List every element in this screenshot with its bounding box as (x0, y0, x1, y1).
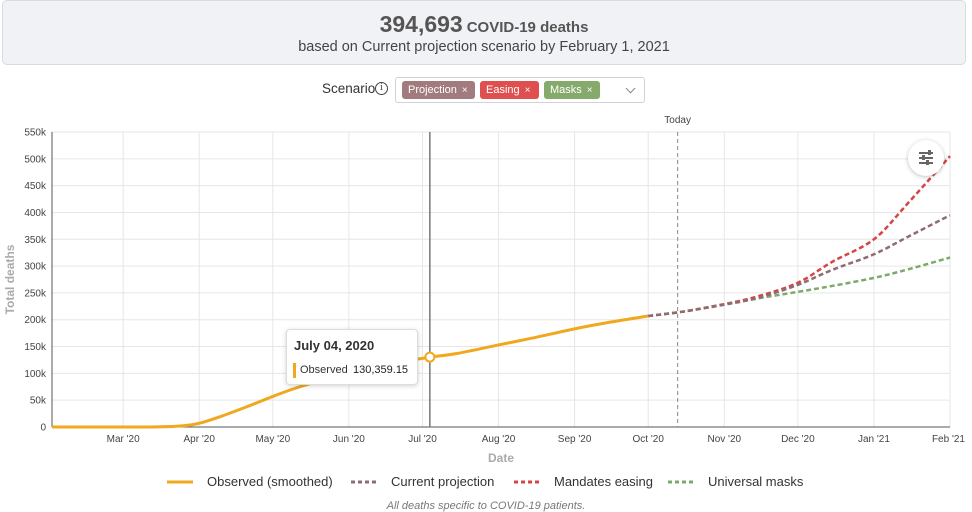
y-axis: 0 50k 100k 150k 200k 250k 300k 350k 400k 450k 500k… (24, 128, 47, 434)
info-icon[interactable]: i (375, 82, 388, 95)
series-line-current-projection (648, 214, 951, 318)
tooltip-value: 130,359.15 (353, 364, 409, 376)
x-tick-label: Jan '21 (858, 434, 890, 445)
y-tick-label: 450k (24, 181, 47, 192)
today-label: Today (664, 115, 691, 126)
chart-settings-button[interactable] (908, 140, 944, 176)
y-tick-label: 0 (40, 423, 46, 434)
y-tick-label: 150k (24, 342, 47, 353)
chart-grid (51, 131, 951, 428)
hover-point (424, 351, 436, 363)
tag-easing-remove-icon[interactable]: × (524, 85, 531, 96)
y-tick-label: 350k (24, 235, 47, 246)
tag-easing: Easing × (480, 81, 539, 99)
series-line-mandates-easing (648, 155, 951, 318)
chart-series (51, 155, 951, 429)
tag-projection: Projection × (402, 81, 475, 99)
death-count-label: COVID-19 deaths (466, 19, 589, 36)
hover-tooltip: July 04, 2020 Observed 130,359.15 (286, 329, 418, 385)
x-tick-label: Jul '20 (408, 434, 437, 445)
chevron-down-icon[interactable] (625, 83, 636, 94)
y-tick-label: 550k (24, 128, 47, 139)
footnote: All deaths specific to COVID-19 patients… (386, 500, 586, 512)
tag-projection-remove-icon[interactable]: × (461, 85, 468, 96)
x-tick-label: Oct '20 (633, 434, 665, 445)
y-tick-label: 500k (24, 154, 47, 165)
tag-masks-remove-icon[interactable]: × (586, 85, 593, 96)
deaths-chart[interactable]: 0 50k 100k 150k 200k 250k 300k 350k 400k 450k 500k… (0, 108, 972, 468)
death-count: 394,693 (379, 11, 463, 37)
legend-label-observed: Observed (smoothed) (207, 474, 333, 489)
x-axis-title: Date (488, 451, 514, 465)
legend-label-masks: Universal masks (708, 474, 804, 489)
tag-easing-label: Easing (486, 84, 520, 96)
scenario-label: Scenario (322, 81, 376, 96)
tag-projection-label: Projection (408, 84, 457, 96)
x-axis: Mar '20 Apr '20 May '20 Jun '20 Jul '20 Aug '… (107, 434, 966, 445)
legend-swatch-masks (668, 480, 694, 484)
tag-masks-label: Masks (550, 84, 582, 96)
x-tick-label: Mar '20 (107, 434, 140, 445)
y-tick-label: 250k (24, 288, 47, 299)
x-tick-label: Apr '20 (184, 434, 216, 445)
scenario-multiselect[interactable]: Projection × Easing × Masks × (395, 77, 645, 103)
x-tick-label: May '20 (255, 434, 290, 445)
tooltip-swatch (293, 363, 296, 378)
legend-swatch-current (351, 480, 377, 484)
x-tick-label: Feb '21 (932, 434, 965, 445)
y-tick-label: 50k (30, 396, 47, 407)
x-tick-label: Dec '20 (781, 434, 815, 445)
summary-subtitle: based on Current projection scenario by … (298, 39, 670, 55)
scenario-selector: Scenario i Projection × Easing × Masks × (0, 77, 972, 103)
chart-legend: Observed (smoothed) Current projection M… (0, 474, 972, 490)
y-tick-label: 200k (24, 315, 47, 326)
y-tick-label: 100k (24, 369, 47, 380)
x-tick-label: Sep '20 (558, 434, 592, 445)
y-axis-title: Total deaths (3, 244, 17, 314)
x-tick-label: Aug '20 (482, 434, 516, 445)
tooltip-series-name: Observed (300, 364, 348, 376)
summary-banner: 394,693 COVID-19 deaths based on Current … (2, 0, 966, 65)
x-tick-label: Jun '20 (333, 434, 365, 445)
x-tick-label: Nov '20 (707, 434, 741, 445)
legend-label-easing: Mandates easing (554, 474, 654, 489)
tooltip-date: July 04, 2020 (294, 338, 375, 353)
legend-swatch-observed (167, 480, 193, 484)
legend-label-current: Current projection (391, 474, 495, 489)
y-tick-label: 300k (24, 262, 47, 273)
y-tick-label: 400k (24, 208, 47, 219)
legend-swatch-easing (514, 480, 540, 484)
tag-masks: Masks × (544, 81, 600, 99)
